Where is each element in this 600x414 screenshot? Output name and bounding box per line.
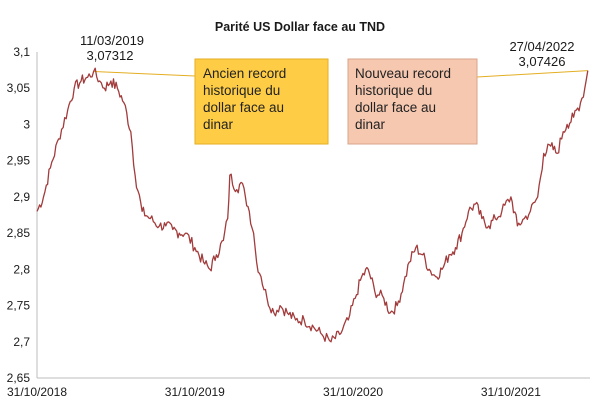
usd-tnd-line [36,67,589,343]
x-tick-labels: 31/10/2018 31/10/2019 31/10/2020 31/10/2021 [7,385,541,399]
new-record-line-2: historique du [355,83,432,98]
old-record-box-frame [194,58,329,145]
chart-title: Parité US Dollar face au TND [215,20,385,34]
x-tick-label: 31/10/2019 [165,385,225,399]
new-record-leader [476,70,588,78]
y-tick-labels: 2,65 2,7 2,75 2,8 2,85 2,9 2,95 3 3,05 3,1 [7,45,31,385]
old-record-leader [93,70,196,77]
old-record-value: 3,07312 [87,48,134,63]
y-tick-label: 3 [23,117,30,131]
y-tick-label: 3,1 [13,45,30,59]
old-record-line-2: historique du [203,83,280,98]
y-tick-label: 2,75 [7,299,31,313]
old-record-box: Ancien record historique du dollar face … [194,58,329,145]
new-record-value: 3,07426 [519,54,566,69]
series-group [36,67,589,343]
y-tick-label: 2,65 [7,371,31,385]
new-record-box-frame [347,58,478,145]
x-tick-label: 31/10/2021 [481,385,541,399]
new-record-line-4: dinar [355,117,386,132]
new-record-date: 27/04/2022 [509,39,574,54]
old-record-date: 11/03/2019 [80,33,144,48]
new-record-box: Nouveau record historique du dollar face… [347,58,478,145]
old-record-line-4: dinar [203,117,234,132]
y-tick-label: 2,7 [13,335,30,349]
x-tick-label: 31/10/2020 [323,385,383,399]
y-tick-label: 2,85 [7,226,31,240]
y-tick-label: 2,95 [7,154,31,168]
y-tick-label: 3,05 [7,81,31,95]
old-record-line-3: dollar face au [203,100,284,115]
old-record-line-1: Ancien record [203,66,286,81]
annotations: 11/03/2019 3,07312 27/04/2022 3,07426 [80,33,575,69]
new-record-line-3: dollar face au [355,100,436,115]
axes [36,52,590,379]
y-tick-label: 2,9 [13,190,30,204]
x-tick-label: 31/10/2018 [7,385,67,399]
y-tick-label: 2,8 [13,262,30,276]
annotation-leaders [93,70,588,78]
new-record-line-1: Nouveau record [355,66,451,81]
